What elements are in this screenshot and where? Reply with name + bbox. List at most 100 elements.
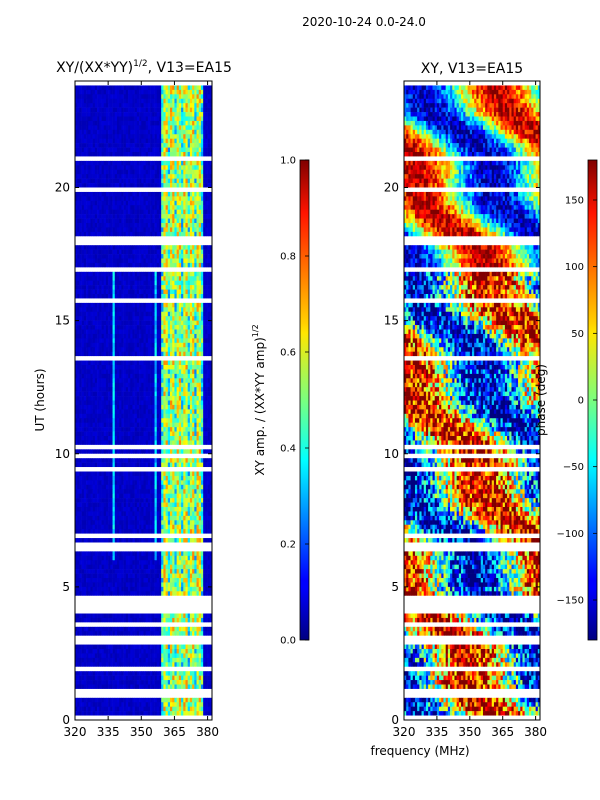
amplitude-panel-title: XY/(XX*YY)1/2, V13=EA15 — [56, 59, 232, 76]
amplitude-cell — [192, 431, 195, 437]
amplitude-cell — [185, 338, 188, 344]
amplitude-cell — [163, 329, 166, 335]
amplitude-cell — [167, 254, 171, 259]
amplitude-cell — [170, 187, 173, 193]
amplitude-cell — [207, 267, 211, 273]
amplitude-cell — [152, 94, 155, 100]
amplitude-cell — [83, 125, 87, 131]
amplitude-cell — [163, 271, 166, 277]
amplitude-cell — [163, 85, 166, 91]
amplitude-cell — [154, 400, 158, 406]
amplitude-cell — [156, 427, 160, 432]
amplitude-cell — [187, 285, 191, 290]
amplitude-cell — [192, 347, 195, 352]
amplitude-cell — [83, 98, 87, 104]
amplitude-cell — [125, 325, 129, 330]
amplitude-cell — [94, 94, 98, 100]
amplitude-cell — [198, 396, 202, 401]
amplitude-cell — [88, 103, 91, 108]
amplitude-cell — [207, 373, 211, 379]
amplitude-cell — [156, 214, 160, 219]
amplitude-cell — [143, 316, 147, 321]
amplitude-cell — [128, 129, 131, 135]
amplitude-cell — [161, 289, 164, 295]
amplitude-cell — [101, 94, 105, 100]
amplitude-cell — [183, 409, 186, 415]
amplitude-cell — [209, 320, 212, 326]
amplitude-cell — [103, 112, 107, 117]
amplitude-cell — [94, 320, 98, 326]
amplitude-cell — [132, 209, 135, 215]
amplitude-cell — [79, 373, 82, 379]
amplitude-cell — [114, 218, 118, 224]
amplitude-cell — [161, 174, 164, 179]
amplitude-cell — [116, 298, 120, 304]
amplitude-cell — [81, 249, 85, 255]
amplitude-cell — [154, 422, 158, 428]
amplitude-cell — [125, 103, 129, 108]
amplitude-cell — [136, 165, 140, 171]
amplitude-cell — [154, 387, 158, 392]
amplitude-cell — [172, 205, 175, 210]
amplitude-cell — [132, 240, 135, 246]
amplitude-cell — [108, 152, 111, 157]
amplitude-cell — [103, 378, 107, 384]
amplitude-cell — [92, 129, 96, 135]
amplitude-cell — [130, 396, 133, 401]
amplitude-cell — [108, 298, 111, 304]
amplitude-cell — [207, 196, 211, 202]
amplitude-cell — [165, 409, 169, 415]
amplitude-cell — [170, 280, 173, 286]
amplitude-cell — [200, 427, 204, 432]
amplitude-cell — [101, 351, 105, 357]
amplitude-cell — [192, 351, 195, 357]
amplitude-cell — [163, 391, 166, 397]
amplitude-cell — [110, 422, 113, 428]
amplitude-cell — [116, 280, 120, 286]
amplitude-cell — [130, 236, 133, 242]
amplitude-cell — [116, 289, 120, 295]
amplitude-cell — [165, 333, 169, 339]
amplitude-cell — [145, 422, 149, 428]
amplitude-cell — [181, 369, 184, 375]
amplitude-cell — [194, 107, 197, 113]
amplitude-cell — [200, 218, 204, 224]
amplitude-cell — [119, 218, 122, 224]
amplitude-cell — [200, 81, 204, 86]
amplitude-cell — [136, 254, 140, 259]
amplitude-cell — [81, 333, 85, 339]
amplitude-cell — [116, 120, 120, 126]
amplitude-cell — [132, 396, 135, 401]
amplitude-cell — [99, 267, 102, 273]
amplitude-cell — [167, 85, 171, 91]
amplitude-cell — [143, 404, 147, 410]
amplitude-cell — [125, 280, 129, 286]
amplitude-cell — [187, 333, 191, 339]
amplitude-cell — [132, 254, 135, 259]
amplitude-cell — [198, 418, 202, 423]
amplitude-cell — [77, 85, 80, 91]
amplitude-cell — [185, 94, 188, 100]
amplitude-cell — [134, 422, 138, 428]
amplitude-cell — [88, 356, 91, 361]
amplitude-cell — [139, 214, 142, 219]
amplitude-cell — [172, 391, 175, 397]
amplitude-cell — [132, 147, 135, 153]
amplitude-cell — [198, 431, 202, 437]
amplitude-cell — [110, 152, 113, 157]
amplitude-cell — [161, 169, 164, 175]
amplitude-cell — [110, 134, 113, 139]
amplitude-cell — [152, 187, 155, 193]
amplitude-cell — [86, 143, 89, 148]
amplitude-cell — [161, 138, 164, 144]
amplitude-cell — [170, 134, 173, 139]
amplitude-cell — [94, 431, 98, 437]
amplitude-cell — [207, 81, 211, 86]
amplitude-cell — [99, 223, 102, 228]
amplitude-cell — [139, 351, 142, 357]
amplitude-cell — [119, 191, 122, 197]
amplitude-cell — [174, 316, 177, 321]
amplitude-cell — [132, 183, 135, 188]
amplitude-cell — [108, 351, 111, 357]
amplitude-cell — [121, 187, 124, 193]
